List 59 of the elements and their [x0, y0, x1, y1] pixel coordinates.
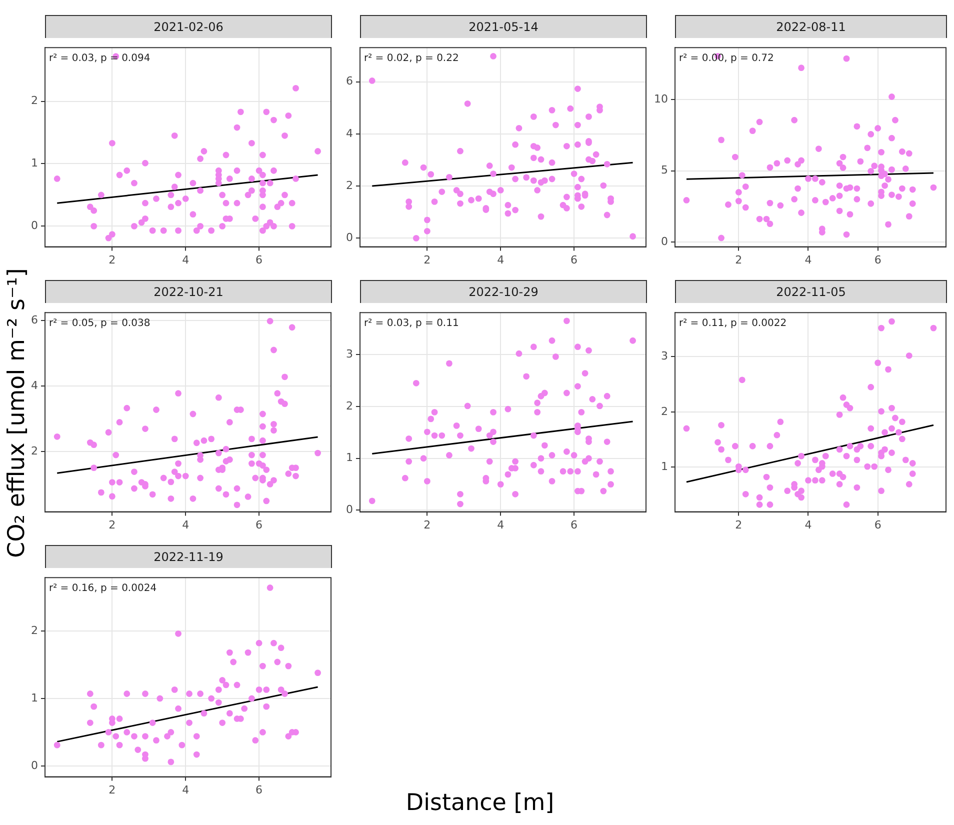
x-tick-label: 6	[256, 518, 263, 532]
y-tick-label: 2	[661, 404, 668, 418]
x-tick-label: 2	[108, 253, 116, 266]
annotation: r² = 0.03, p = 0.11	[364, 318, 459, 330]
x-tick-label: 6	[874, 518, 882, 532]
y-tick-label: 1	[346, 451, 353, 464]
x-tick-label: 4	[804, 518, 812, 532]
y-tick-label: 1	[661, 460, 668, 473]
annotation: r² = 0.16, p = 0.0024	[49, 583, 157, 594]
y-tick-label: 4	[346, 126, 353, 140]
annotation: r² = 0.02, p = 0.22	[364, 53, 459, 64]
chart-title: 2021-05-14	[360, 15, 647, 38]
x-tick-label: 2	[108, 518, 116, 532]
x-tick-label: 4	[182, 518, 190, 532]
y-tick-label: 2	[346, 178, 353, 192]
chart-title: 2022-08-11	[675, 15, 947, 38]
y-tick-label: 3	[661, 350, 668, 363]
y-tick-label: 2	[31, 94, 38, 108]
x-tick-label: 6	[256, 253, 263, 266]
chart-title: 2022-10-21	[45, 280, 332, 303]
chart-title: 2022-11-05	[675, 280, 947, 303]
chart-title: 2022-10-29	[360, 280, 647, 303]
annotation: r² = 0.05, p = 0.038	[49, 318, 150, 330]
x-tick-label: 2	[424, 253, 431, 266]
y-tick-label: 0	[31, 758, 38, 772]
annotation: r² = 0.11, p = 0.0022	[679, 318, 787, 330]
y-tick-label: 0	[346, 231, 353, 244]
y-tick-label: 2	[31, 444, 38, 458]
y-tick-label: 2	[31, 624, 38, 637]
y-tick-label: 0	[661, 234, 668, 248]
x-tick-label: 2	[108, 783, 116, 796]
y-tick-label: 6	[31, 313, 38, 326]
y-tick-label: 4	[31, 378, 38, 392]
y-tick-label: 0	[31, 219, 38, 232]
y-tick-label: 1	[31, 691, 38, 704]
x-tick-label: 4	[182, 253, 190, 266]
x-tick-label: 4	[497, 253, 504, 266]
y-tick-label: 1	[31, 156, 38, 170]
x-tick-label: 2	[735, 253, 742, 266]
y-tick-label: 5	[661, 164, 668, 177]
x-tick-label: 6	[256, 783, 263, 796]
y-tick-label: 6	[346, 74, 353, 88]
y-tick-label: 3	[346, 347, 353, 360]
x-tick-label: 6	[570, 518, 578, 532]
x-tick-label: 4	[497, 518, 504, 532]
y-axis-title: CO₂ efflux [umol m⁻² s⁻¹]	[4, 267, 30, 560]
x-tick-label: 4	[182, 783, 190, 796]
x-tick-label: 2	[424, 518, 431, 532]
x-axis-title: Distance [m]	[404, 790, 556, 816]
annotation: r² = 0.00, p = 0.72	[679, 53, 774, 64]
x-tick-label: 4	[804, 253, 812, 266]
x-tick-label: 6	[874, 253, 882, 266]
y-tick-label: 10	[654, 92, 668, 106]
chart-title: 2021-02-06	[45, 15, 332, 38]
y-tick-label: 0	[346, 503, 353, 516]
chart-title: 2022-11-19	[45, 545, 332, 568]
x-tick-label: 6	[570, 253, 578, 266]
y-tick-label: 2	[346, 399, 353, 412]
x-tick-label: 2	[735, 518, 742, 532]
